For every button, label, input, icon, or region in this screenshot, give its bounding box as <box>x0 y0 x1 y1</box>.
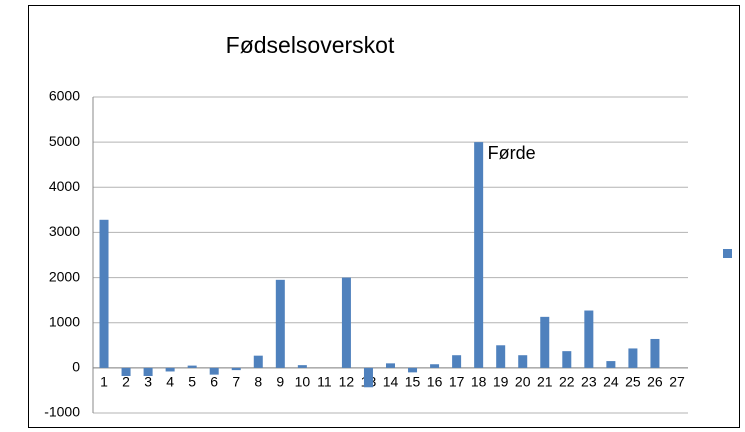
x-tick-label: 9 <box>276 374 284 390</box>
bar <box>474 142 484 368</box>
y-tick-label: 4000 <box>49 178 80 194</box>
bar <box>650 338 660 368</box>
x-tick-label: 19 <box>493 374 509 390</box>
bar <box>386 363 395 368</box>
y-tick-label: -1000 <box>44 404 80 420</box>
bar <box>165 367 175 372</box>
x-tick-label: 4 <box>166 374 174 390</box>
x-tick-label: 7 <box>232 374 240 390</box>
x-tick-label: 22 <box>559 374 575 390</box>
bar <box>430 364 440 368</box>
x-tick-label: 18 <box>471 374 487 390</box>
bar <box>518 355 528 368</box>
bar <box>562 351 572 368</box>
x-tick-label: 16 <box>427 374 443 390</box>
x-tick-label: 15 <box>405 374 421 390</box>
y-tick-label: 2000 <box>49 268 80 284</box>
x-tick-label: 25 <box>625 374 641 390</box>
x-tick-label: 23 <box>581 374 597 390</box>
bar <box>297 365 307 368</box>
bar <box>187 365 197 368</box>
bar <box>209 367 219 375</box>
bar <box>496 345 506 368</box>
bar <box>363 367 373 388</box>
bar <box>540 316 550 368</box>
chart-title: Fødselsoverskot <box>226 32 395 58</box>
bar <box>275 279 285 368</box>
bar <box>408 367 418 373</box>
legend-swatch <box>723 249 732 258</box>
x-tick-label: 1 <box>100 374 108 390</box>
x-tick-label: 24 <box>603 374 619 390</box>
x-tick-label: 14 <box>383 374 399 390</box>
bar <box>99 219 109 368</box>
bar <box>143 367 153 376</box>
x-tick-label: 3 <box>144 374 152 390</box>
x-tick-label: 17 <box>449 374 465 390</box>
x-tick-label: 5 <box>188 374 196 390</box>
x-tick-label: 8 <box>254 374 262 390</box>
x-tick-label: 10 <box>295 374 311 390</box>
bar <box>121 367 131 376</box>
chart-frame <box>28 5 740 428</box>
bar <box>253 355 263 368</box>
x-tick-label: 26 <box>647 374 663 390</box>
x-tick-label: 6 <box>210 374 218 390</box>
bar <box>606 361 616 368</box>
bar <box>452 355 462 368</box>
y-tick-label: 5000 <box>49 133 80 149</box>
x-tick-label: 20 <box>515 374 531 390</box>
bar <box>231 367 241 371</box>
bar <box>584 310 594 368</box>
annotation: Førde <box>488 143 536 163</box>
y-tick-label: 1000 <box>49 313 80 329</box>
x-tick-label: 11 <box>317 374 332 390</box>
x-tick-label: 21 <box>537 374 553 390</box>
y-tick-label: 6000 <box>49 88 80 104</box>
x-tick-label: 27 <box>669 374 685 390</box>
x-tick-label: 12 <box>339 374 355 390</box>
y-tick-label: 3000 <box>49 223 80 239</box>
y-tick-label: 0 <box>72 359 80 375</box>
x-tick-label: 2 <box>122 374 130 390</box>
bar <box>628 348 638 368</box>
bar <box>341 277 351 368</box>
